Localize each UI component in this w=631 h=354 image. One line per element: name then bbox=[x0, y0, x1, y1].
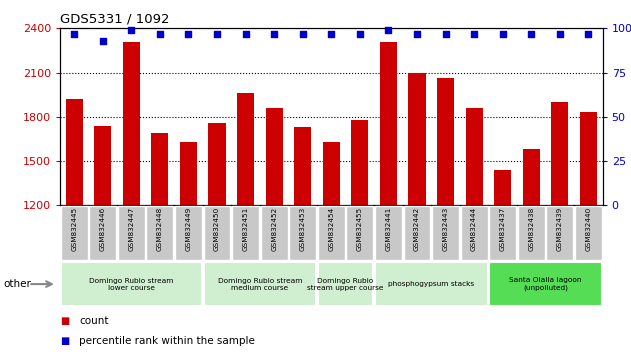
Text: GSM832454: GSM832454 bbox=[328, 207, 334, 251]
FancyBboxPatch shape bbox=[461, 206, 488, 259]
FancyBboxPatch shape bbox=[318, 262, 374, 306]
Text: GSM832453: GSM832453 bbox=[300, 207, 305, 251]
Text: GSM832450: GSM832450 bbox=[214, 207, 220, 251]
Point bbox=[155, 31, 165, 36]
FancyBboxPatch shape bbox=[346, 206, 374, 259]
FancyBboxPatch shape bbox=[61, 262, 202, 306]
Bar bbox=[466, 108, 483, 205]
Bar bbox=[437, 79, 454, 205]
Bar bbox=[180, 142, 197, 205]
Text: GSM832439: GSM832439 bbox=[557, 207, 563, 251]
Point bbox=[240, 31, 251, 36]
Text: phosphogypsum stacks: phosphogypsum stacks bbox=[388, 281, 475, 287]
Bar bbox=[151, 133, 168, 205]
Point bbox=[355, 31, 365, 36]
Bar bbox=[551, 102, 569, 205]
Text: ■: ■ bbox=[60, 336, 69, 346]
FancyBboxPatch shape bbox=[489, 262, 602, 306]
FancyBboxPatch shape bbox=[204, 262, 316, 306]
Point bbox=[126, 27, 136, 33]
FancyBboxPatch shape bbox=[289, 206, 316, 259]
Bar bbox=[208, 123, 226, 205]
Point bbox=[469, 31, 479, 36]
FancyBboxPatch shape bbox=[318, 206, 345, 259]
Bar bbox=[266, 108, 283, 205]
Bar bbox=[66, 99, 83, 205]
Point bbox=[498, 31, 508, 36]
FancyBboxPatch shape bbox=[546, 206, 573, 259]
FancyBboxPatch shape bbox=[204, 206, 230, 259]
Text: GSM832444: GSM832444 bbox=[471, 207, 477, 251]
Bar bbox=[351, 120, 369, 205]
Bar bbox=[408, 73, 425, 205]
Bar bbox=[237, 93, 254, 205]
Text: Santa Olalla lagoon
(unpolluted): Santa Olalla lagoon (unpolluted) bbox=[509, 277, 582, 291]
Point bbox=[269, 31, 279, 36]
Bar bbox=[294, 127, 311, 205]
Text: percentile rank within the sample: percentile rank within the sample bbox=[79, 336, 255, 346]
Point bbox=[583, 31, 593, 36]
Point bbox=[98, 38, 108, 44]
Text: GSM832443: GSM832443 bbox=[442, 207, 449, 251]
Bar bbox=[322, 142, 340, 205]
FancyBboxPatch shape bbox=[90, 206, 116, 259]
Text: GSM832446: GSM832446 bbox=[100, 207, 106, 251]
Text: GSM832440: GSM832440 bbox=[586, 207, 591, 251]
Text: GSM832437: GSM832437 bbox=[500, 207, 505, 251]
FancyBboxPatch shape bbox=[118, 206, 144, 259]
FancyBboxPatch shape bbox=[232, 206, 259, 259]
Text: GSM832451: GSM832451 bbox=[242, 207, 249, 251]
Text: GDS5331 / 1092: GDS5331 / 1092 bbox=[60, 12, 170, 25]
Text: GSM832438: GSM832438 bbox=[528, 207, 534, 251]
Text: GSM832447: GSM832447 bbox=[128, 207, 134, 251]
Point bbox=[440, 31, 451, 36]
Point bbox=[69, 31, 80, 36]
Text: Domingo Rubio stream
medium course: Domingo Rubio stream medium course bbox=[218, 278, 302, 291]
Text: GSM832455: GSM832455 bbox=[357, 207, 363, 251]
Text: GSM832448: GSM832448 bbox=[157, 207, 163, 251]
FancyBboxPatch shape bbox=[61, 206, 88, 259]
FancyBboxPatch shape bbox=[518, 206, 545, 259]
Point bbox=[384, 27, 394, 33]
FancyBboxPatch shape bbox=[146, 206, 174, 259]
Text: GSM832452: GSM832452 bbox=[271, 207, 277, 251]
Text: other: other bbox=[3, 279, 31, 289]
Text: count: count bbox=[79, 316, 109, 326]
Text: Domingo Rubio stream
lower course: Domingo Rubio stream lower course bbox=[89, 278, 174, 291]
Text: GSM832441: GSM832441 bbox=[386, 207, 391, 251]
FancyBboxPatch shape bbox=[432, 206, 459, 259]
Point bbox=[555, 31, 565, 36]
Bar bbox=[580, 113, 597, 205]
Bar bbox=[522, 149, 540, 205]
FancyBboxPatch shape bbox=[575, 206, 602, 259]
FancyBboxPatch shape bbox=[404, 206, 430, 259]
Text: Domingo Rubio
stream upper course: Domingo Rubio stream upper course bbox=[307, 278, 384, 291]
FancyBboxPatch shape bbox=[489, 206, 516, 259]
Text: GSM832442: GSM832442 bbox=[414, 207, 420, 251]
Text: GSM832449: GSM832449 bbox=[186, 207, 191, 251]
Text: GSM832445: GSM832445 bbox=[71, 207, 77, 251]
FancyBboxPatch shape bbox=[261, 206, 288, 259]
Text: ■: ■ bbox=[60, 316, 69, 326]
Point bbox=[326, 31, 336, 36]
Point bbox=[526, 31, 536, 36]
FancyBboxPatch shape bbox=[175, 206, 202, 259]
Bar bbox=[94, 126, 111, 205]
Point bbox=[212, 31, 222, 36]
FancyBboxPatch shape bbox=[375, 262, 488, 306]
Bar bbox=[123, 42, 140, 205]
Point bbox=[298, 31, 308, 36]
Point bbox=[412, 31, 422, 36]
FancyBboxPatch shape bbox=[375, 206, 402, 259]
Bar bbox=[494, 170, 511, 205]
Bar bbox=[380, 42, 397, 205]
Point bbox=[184, 31, 194, 36]
